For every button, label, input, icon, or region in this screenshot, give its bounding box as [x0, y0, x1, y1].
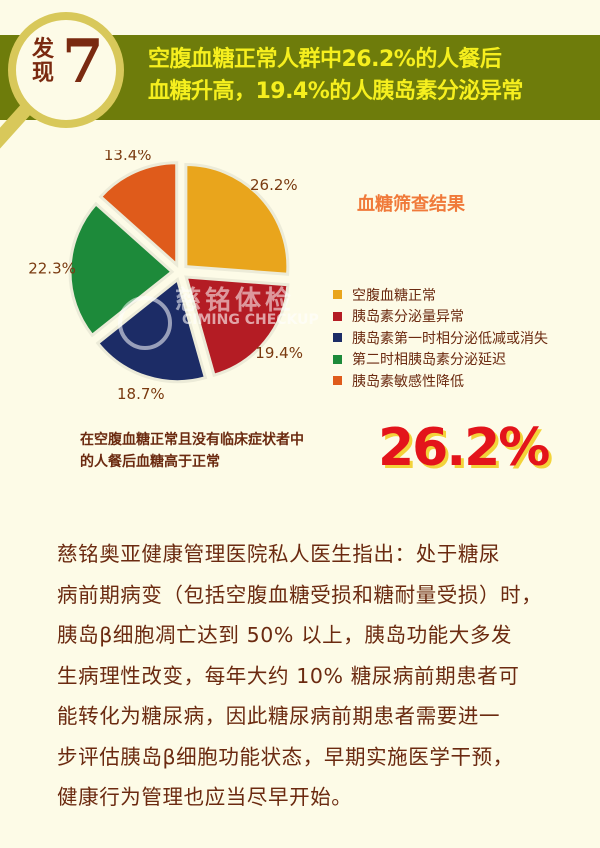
headline-line-2: 血糖升高，19.4%的人胰岛素分泌异常: [148, 79, 523, 104]
pie-data-label: 13.4%: [104, 150, 152, 164]
magnifier-badge: [8, 12, 124, 128]
pie-slice: [184, 275, 290, 378]
legend-item: 胰岛素第一时相分泌低减或消失: [333, 327, 548, 349]
legend-swatch: [333, 376, 342, 386]
pie-slice: [184, 163, 290, 276]
pie-data-label: 18.7%: [117, 385, 165, 403]
chart-title: 血糖筛查结果: [357, 194, 465, 215]
pie-data-label: 19.4%: [255, 344, 303, 362]
badge-label: 发现: [32, 37, 55, 86]
legend-label: 胰岛素第一时相分泌低减或消失: [352, 330, 548, 347]
legend-swatch: [333, 290, 342, 300]
legend-item: 胰岛素分泌量异常: [333, 306, 548, 328]
paragraph-line: 健康行为管理也应当尽早开始。: [57, 785, 353, 809]
pie-slice: [98, 161, 179, 269]
pie-slice: [68, 201, 175, 338]
highlight-value: 26.2%: [378, 418, 550, 478]
badge-number: 7: [62, 27, 104, 97]
paragraph-line: 生病理性改变，每年大约 10% 糖尿病前期患者可: [57, 663, 520, 688]
legend-label: 空腹血糖正常: [352, 287, 436, 304]
paragraph-line: 病前期病变（包括空腹血糖受损和糖耐量受损）时，: [57, 582, 543, 607]
legend-swatch: [333, 311, 342, 321]
legend-item: 胰岛素敏感性降低: [333, 370, 548, 392]
headline: 空腹血糖正常人群中26.2%的人餐后 血糖升高，19.4%的人胰岛素分泌异常: [148, 44, 523, 108]
legend-label: 胰岛素分泌量异常: [352, 309, 464, 326]
legend-label: 第二时相胰岛素分泌延迟: [352, 352, 506, 369]
caption-line-1: 在空腹血糖正常且没有临床症状者中: [80, 432, 304, 448]
legend-label: 胰岛素敏感性降低: [352, 373, 464, 390]
caption-line-2: 的人餐后血糖高于正常: [80, 454, 220, 470]
watermark-subtext: CIMING CHECKUP: [182, 312, 319, 328]
paragraph-line: 慈铭奥亚健康管理医院私人医生指出：处于糖尿: [57, 542, 501, 566]
headline-line-1: 空腹血糖正常人群中26.2%的人餐后: [148, 47, 502, 72]
highlight-caption: 在空腹血糖正常且没有临床症状者中 的人餐后血糖高于正常: [80, 429, 304, 473]
paragraph-line: 步评估胰岛β细胞功能状态，早期实施医学干预，: [57, 744, 514, 769]
pie-data-label: 26.2%: [250, 176, 298, 194]
body-paragraph: 慈铭奥亚健康管理医院私人医生指出：处于糖尿病前期病变（包括空腹血糖受损和糖耐量受…: [57, 534, 557, 818]
legend-swatch: [333, 333, 342, 343]
watermark-text: 慈铭体检: [175, 286, 296, 316]
chart-legend: 空腹血糖正常胰岛素分泌量异常胰岛素第一时相分泌低减或消失 第二时相胰岛素分泌延迟胰…: [333, 284, 548, 392]
paragraph-line: 能转化为糖尿病，因此糖尿病前期患者需要进一: [57, 704, 501, 728]
watermark-logo: [118, 296, 172, 350]
pie-data-label: 22.3%: [28, 259, 76, 277]
pie-chart: 26.2% 19.4% 18.7% 22.3% 13.4%: [28, 150, 303, 403]
legend-item: 第二时相胰岛素分泌延迟: [333, 349, 548, 371]
legend-item: 空腹血糖正常: [333, 284, 548, 306]
paragraph-line: 胰岛β细胞凋亡达到 50% 以上，胰岛功能大多发: [57, 623, 513, 647]
legend-swatch: [333, 354, 342, 364]
